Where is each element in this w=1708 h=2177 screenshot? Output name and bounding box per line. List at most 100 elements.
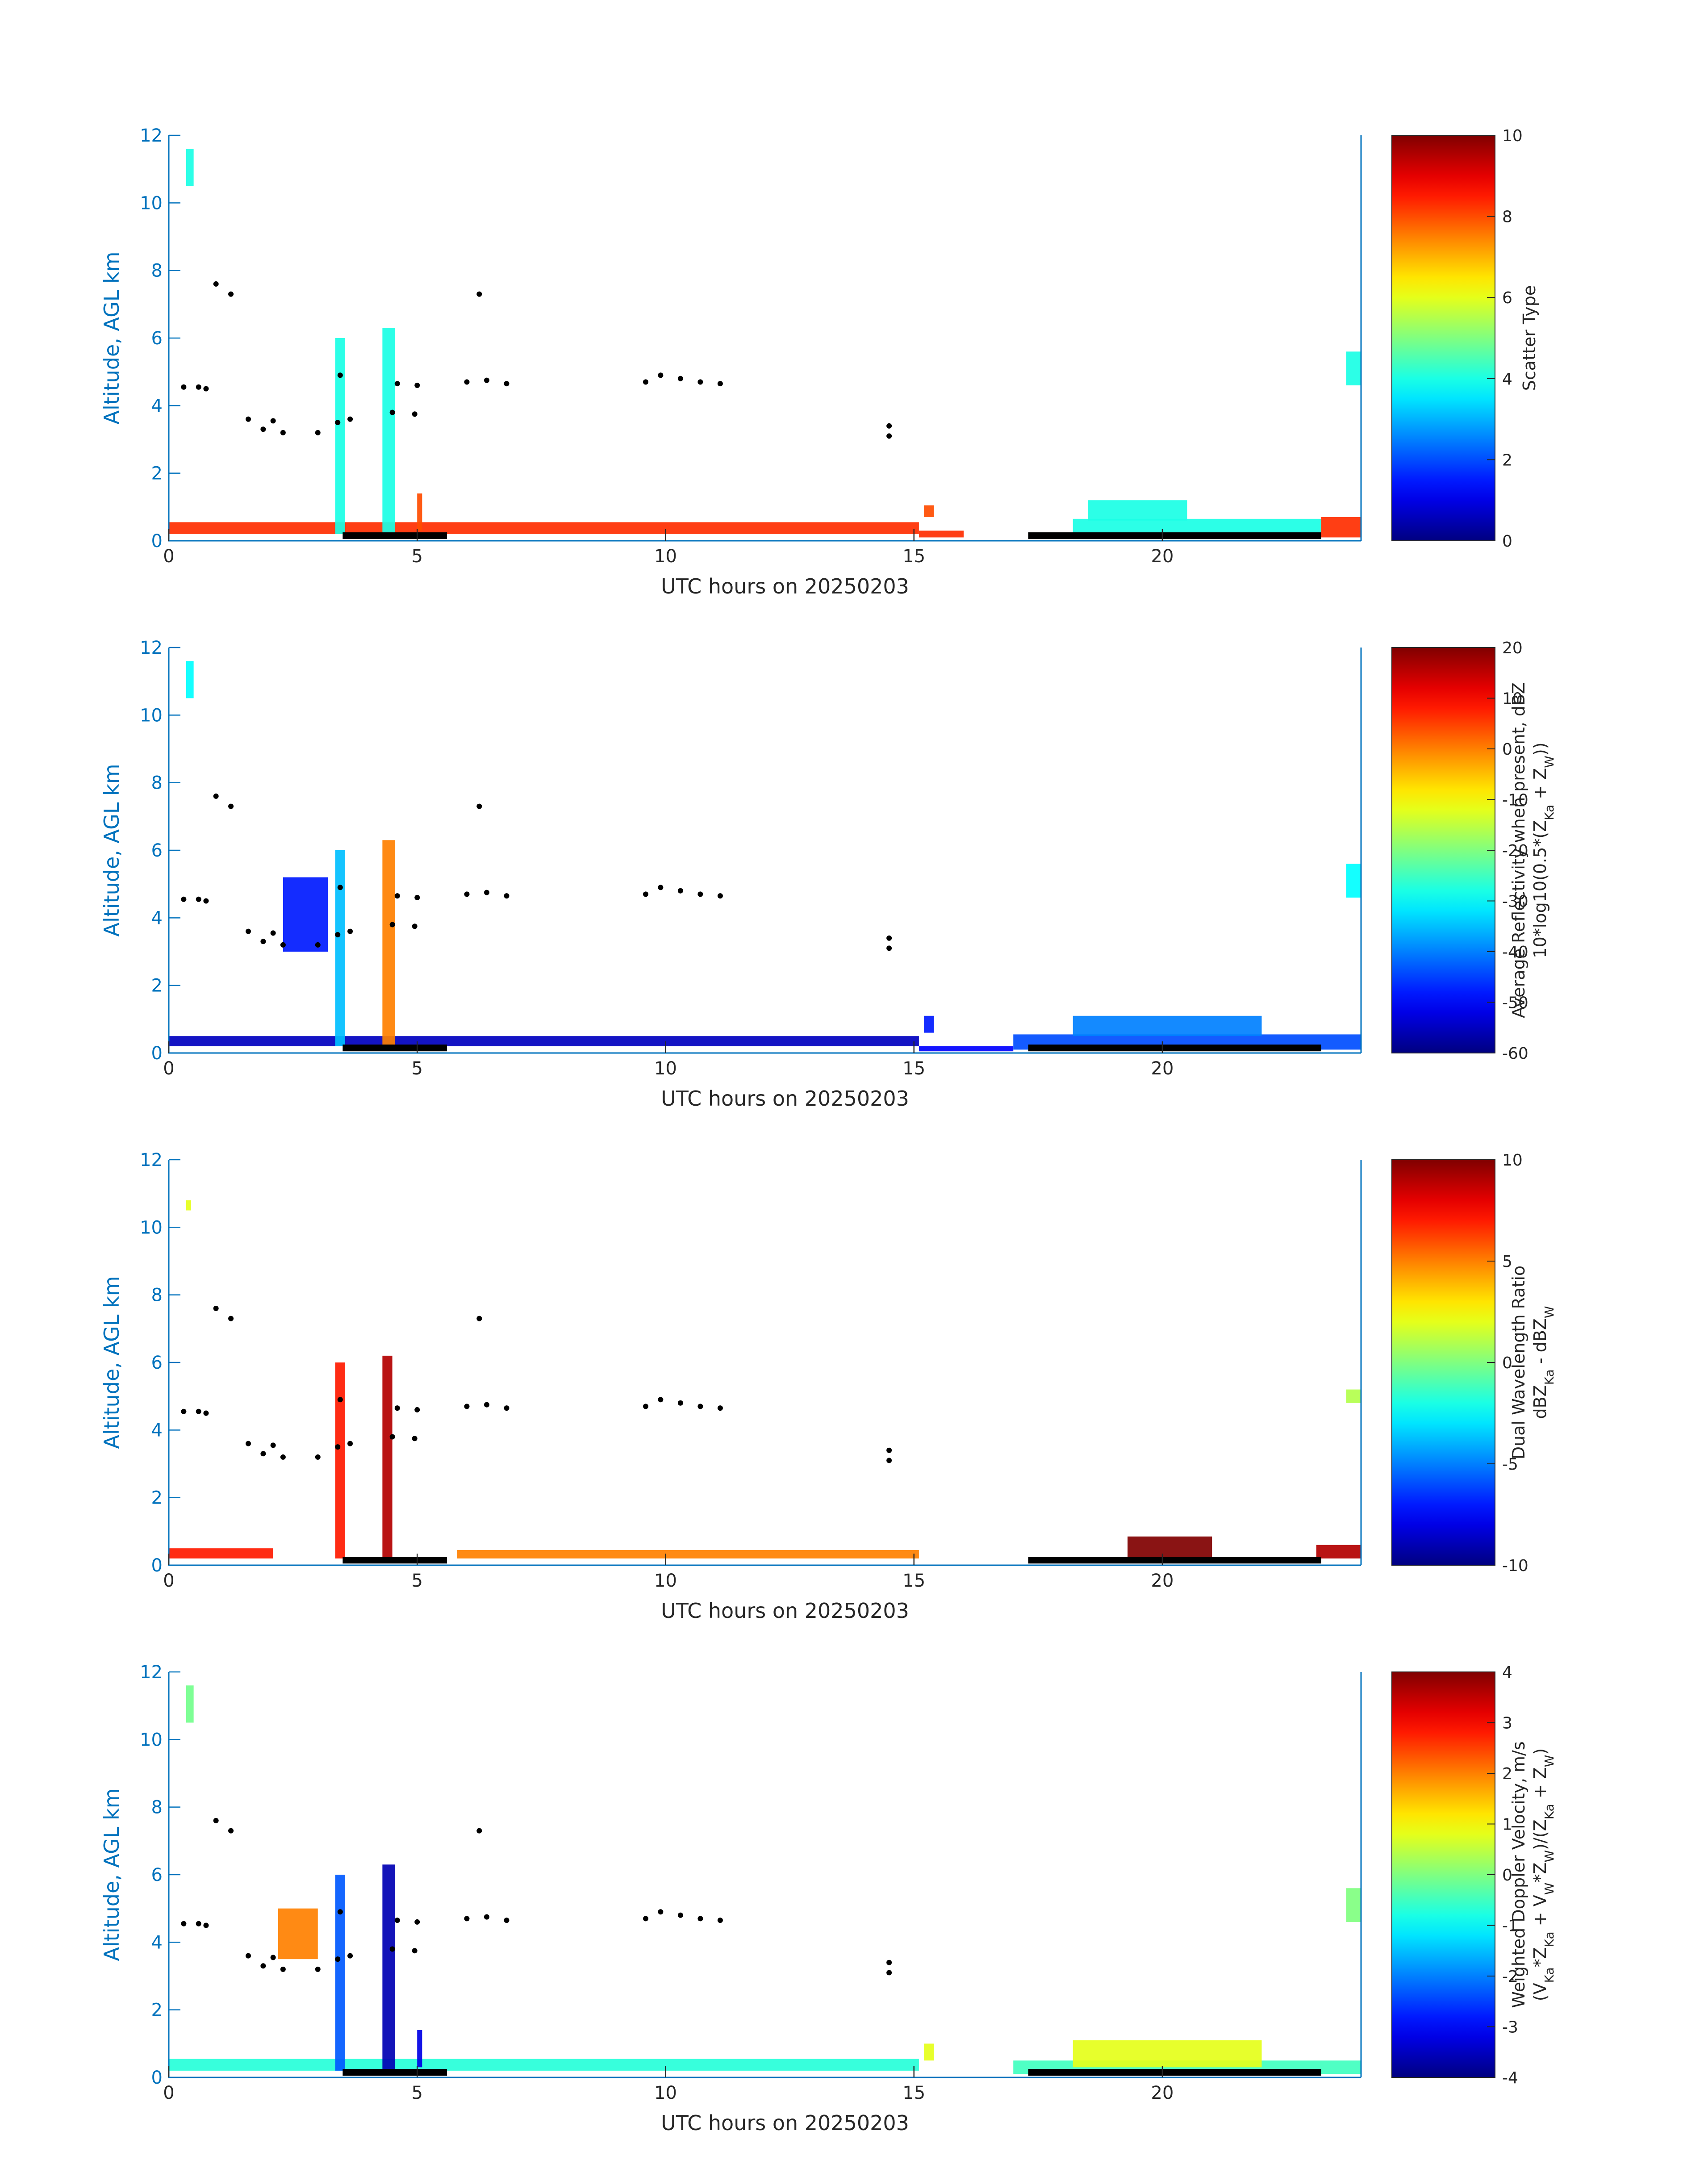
surface-marker	[1028, 1045, 1321, 1052]
cloud-base-marker	[389, 1434, 395, 1440]
cloud-base-marker	[643, 1404, 648, 1409]
cloud-base-marker	[389, 922, 395, 928]
colorbar-tick-label: 6	[1502, 289, 1512, 307]
x-tick-label: 0	[163, 1571, 174, 1591]
y-tick-label: 10	[140, 193, 163, 213]
data-region	[382, 1864, 395, 2071]
cloud-base-marker	[464, 379, 470, 385]
cloud-base-marker	[414, 382, 420, 388]
x-axis-label: UTC hours on 20250203	[661, 2111, 909, 2135]
cloud-base-marker	[658, 372, 664, 378]
colorbar-tick-label: 8	[1502, 208, 1512, 226]
colorbar-tick-label: 2	[1502, 451, 1512, 469]
plot-area	[169, 149, 1361, 539]
x-tick-label: 5	[412, 2083, 423, 2103]
y-tick-label: 10	[140, 1730, 163, 1750]
x-tick-label: 20	[1151, 546, 1174, 567]
cloud-base-marker	[886, 1970, 892, 1976]
cloud-base-marker	[228, 803, 234, 809]
y-tick-label: 6	[151, 328, 163, 349]
data-region	[283, 877, 328, 952]
colorbar-tick-label: 0	[1502, 532, 1512, 551]
colorbar-tick-label: 5	[1502, 1253, 1512, 1271]
y-tick-label: 2	[151, 464, 163, 484]
data-region	[1346, 1888, 1361, 1922]
y-tick-label: 2	[151, 1488, 163, 1508]
colorbar-tick-label: -50	[1502, 994, 1528, 1012]
y-tick-label: 0	[151, 2068, 163, 2088]
colorbar-tick-label: 0	[1502, 1354, 1512, 1372]
colorbar-tick-label: 0	[1502, 1866, 1512, 1885]
cloud-base-marker	[335, 1956, 341, 1962]
cloud-base-marker	[196, 384, 201, 390]
colorbar-tick-label: -10	[1502, 791, 1528, 810]
cloud-base-marker	[213, 1818, 219, 1823]
cloud-base-marker	[697, 1916, 703, 1922]
cloud-base-marker	[203, 898, 209, 904]
plot-area	[169, 1685, 1361, 2076]
x-tick-label: 5	[412, 546, 423, 567]
cloud-base-marker	[476, 1828, 482, 1834]
x-tick-label: 0	[163, 546, 174, 567]
cloud-base-marker	[412, 1948, 418, 1954]
cloud-base-marker	[337, 885, 343, 890]
data-region	[382, 1355, 393, 1559]
cloud-base-marker	[347, 416, 353, 422]
cloud-base-marker	[181, 1408, 187, 1414]
data-region	[417, 493, 422, 531]
colorbar-tick-label: -2	[1502, 1968, 1518, 1986]
cloud-base-marker	[181, 896, 187, 902]
panel-dual_wavelength_ratio: 0 5 10 15 20 0 2 4 6 8 10 12 UTC hours on 20250203 Al…	[100, 1150, 1557, 1623]
cloud-base-marker	[228, 1828, 234, 1834]
cloud-base-marker	[643, 379, 648, 385]
y-axis-label: Altitude, AGL km	[100, 764, 124, 936]
cloud-base-marker	[246, 416, 251, 422]
cloud-base-marker	[886, 1458, 892, 1463]
cloud-base-marker	[260, 1451, 266, 1457]
x-tick-label: 5	[412, 1571, 423, 1591]
colorbar-label: 10*log10(0.5*(ZKa + ZW))	[1530, 742, 1557, 958]
cloud-base-marker	[335, 420, 341, 426]
x-tick-label: 10	[654, 546, 677, 567]
cloud-base-marker	[246, 1441, 251, 1446]
cloud-base-marker	[414, 1407, 420, 1412]
cloud-base-marker	[464, 1404, 470, 1409]
y-tick-label: 0	[151, 1043, 163, 1064]
x-tick-label: 20	[1151, 1571, 1174, 1591]
cloud-base-marker	[886, 945, 892, 951]
x-axis-label: UTC hours on 20250203	[661, 574, 909, 598]
y-tick-label: 6	[151, 840, 163, 861]
data-region	[169, 2059, 919, 2071]
cloud-base-marker	[270, 1955, 276, 1960]
cloud-base-marker	[315, 430, 321, 435]
colorbar-tick-label: 4	[1502, 370, 1512, 389]
cloud-base-marker	[504, 893, 509, 899]
data-region	[1346, 351, 1361, 385]
colorbar-tick-label: -4	[1502, 2069, 1518, 2087]
cloud-base-marker	[697, 379, 703, 385]
cloud-base-marker	[476, 1316, 482, 1321]
colorbar-tick-label: -1	[1502, 1917, 1518, 1935]
surface-marker	[1028, 2069, 1321, 2076]
cloud-base-marker	[196, 1921, 201, 1926]
colorbar: 0 2 4 6 8 10 Scatter Type	[1391, 127, 1539, 551]
cloud-base-marker	[280, 430, 286, 435]
surface-marker	[1028, 532, 1321, 539]
cloud-base-marker	[196, 1408, 201, 1414]
x-tick-label: 15	[902, 1058, 925, 1079]
colorbar-label: Dual Wavelength Ratio	[1509, 1266, 1528, 1459]
cloud-base-marker	[260, 426, 266, 432]
cloud-base-marker	[394, 1405, 400, 1411]
cloud-base-marker	[886, 935, 892, 941]
cloud-base-marker	[394, 1918, 400, 1923]
cloud-base-marker	[412, 923, 418, 929]
y-tick-label: 8	[151, 1797, 163, 1818]
data-region	[186, 1685, 194, 1723]
data-region	[417, 2030, 422, 2068]
colorbar-label: Average Reflectivity when present, dBZ	[1509, 682, 1528, 1018]
data-region	[924, 1015, 934, 1033]
cloud-base-marker	[643, 1916, 648, 1922]
y-tick-label: 4	[151, 1932, 163, 1953]
data-region	[1321, 517, 1361, 538]
